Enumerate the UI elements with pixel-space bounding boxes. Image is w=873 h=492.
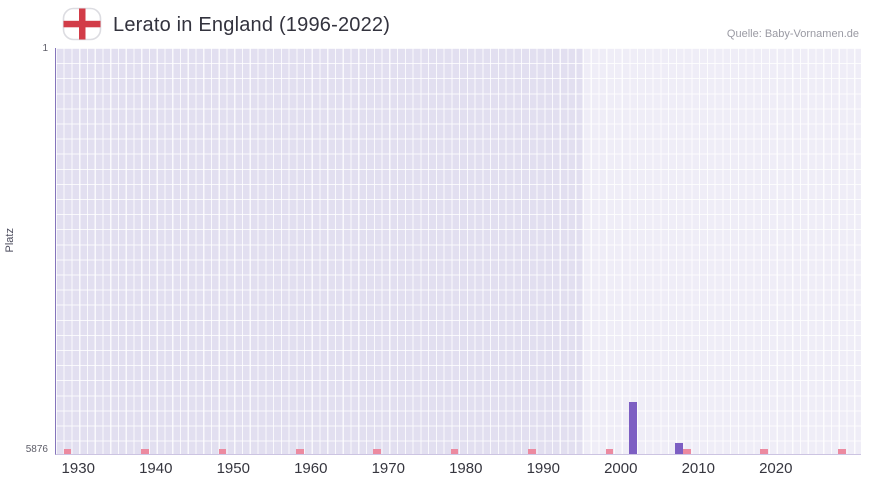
source-credit: Quelle: Baby-Vornamen.de [726, 28, 859, 40]
decade-mark [373, 448, 382, 454]
decade-mark [218, 448, 227, 454]
x-axis-labels: 1930 1940 1950 1960 1970 1980 1990 2000 2010 2020 [55, 460, 861, 482]
highlight-region [582, 48, 861, 454]
x-tick-label: 2000 [604, 460, 638, 477]
page-title: Lerato in England (1996-2022) [113, 14, 391, 36]
decade-mark [682, 448, 691, 454]
x-tick-label: 1960 [294, 460, 328, 477]
decade-mark [295, 448, 304, 454]
x-tick-label: 1950 [216, 460, 250, 477]
decade-mark [528, 448, 536, 454]
chart-header: Lerato in England (1996-2022) Quelle: Ba… [0, 0, 873, 46]
decade-mark [141, 448, 149, 454]
flag-cross-horizontal [63, 20, 101, 28]
x-tick-label: 1940 [139, 460, 173, 477]
x-tick-label: 1980 [449, 460, 483, 477]
decade-mark [760, 448, 769, 454]
y-axis-top-label: 1 [42, 43, 48, 54]
x-tick-label: 1930 [61, 460, 95, 477]
decade-mark [450, 448, 459, 454]
x-tick-label: 1970 [371, 460, 405, 477]
x-tick-label: 1990 [526, 460, 560, 477]
y-axis-title: Platz [4, 228, 16, 253]
x-tick-label: 2020 [759, 460, 793, 477]
rank-bar [675, 443, 683, 454]
x-tick-label: 2010 [681, 460, 715, 477]
decade-mark [605, 448, 614, 454]
decade-mark [63, 448, 72, 454]
plot-area [55, 48, 861, 455]
rank-bar [628, 402, 637, 454]
decade-mark [837, 448, 846, 454]
y-axis-bottom-label: 5876 [25, 444, 48, 455]
england-flag-icon [62, 7, 102, 41]
